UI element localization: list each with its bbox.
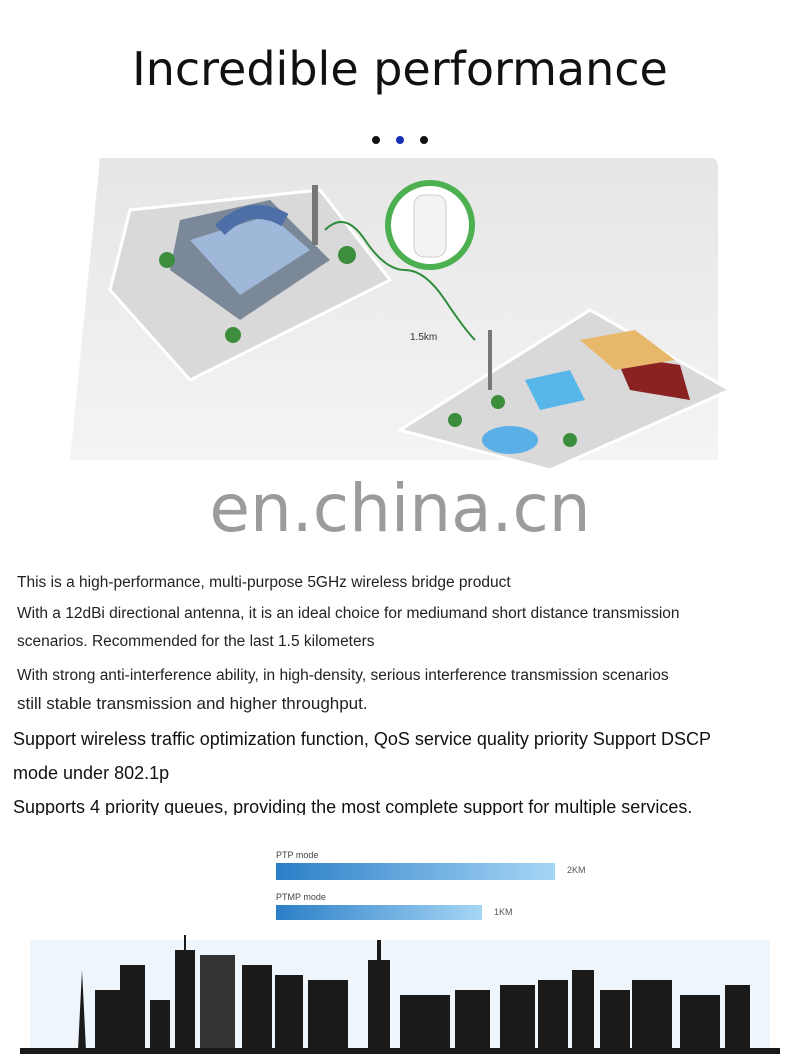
carousel-dot-active[interactable] xyxy=(396,136,404,144)
signal-wave xyxy=(324,221,476,341)
ptmp-mode-value: 1KM xyxy=(494,907,513,917)
building-glass xyxy=(190,215,310,295)
distance-label: 1.5km xyxy=(410,332,437,343)
city-skyline xyxy=(0,920,800,1054)
description-line: With a 12dBi directional antenna, it is … xyxy=(17,605,680,622)
ptmp-mode-label: PTMP mode xyxy=(276,892,326,902)
antenna-tower xyxy=(312,185,318,245)
deployment-illustration: 1.5km xyxy=(70,158,734,472)
bridge-device xyxy=(413,194,447,258)
ptp-mode-value: 2KM xyxy=(567,865,586,875)
ptmp-mode-bar xyxy=(276,905,482,922)
description-line: Supports 4 priority queues, providing th… xyxy=(13,797,693,815)
description-line: scenarios. Recommended for the last 1.5 … xyxy=(17,633,375,650)
ptp-mode-label: PTP mode xyxy=(276,850,319,860)
camera-pole xyxy=(488,330,492,390)
watermark: en.china.cn xyxy=(209,470,591,547)
carousel-dots xyxy=(372,136,428,144)
description-line: This is a high-performance, multi-purpos… xyxy=(17,574,511,591)
pool xyxy=(525,370,585,410)
fountain xyxy=(482,426,538,454)
description-line: Support wireless traffic optimization fu… xyxy=(13,729,711,749)
ptp-mode-bar xyxy=(276,863,555,880)
page-title: Incredible performance xyxy=(132,42,668,96)
carousel-dot[interactable] xyxy=(372,136,380,144)
description-line: still stable transmission and higher thr… xyxy=(17,694,368,713)
description-line: mode under 802.1p xyxy=(13,763,170,783)
description-line: With strong anti-interference ability, i… xyxy=(17,667,669,684)
carousel-dot[interactable] xyxy=(420,136,428,144)
range-chart: PTP mode 2KM PTMP mode 1KM xyxy=(276,850,636,922)
